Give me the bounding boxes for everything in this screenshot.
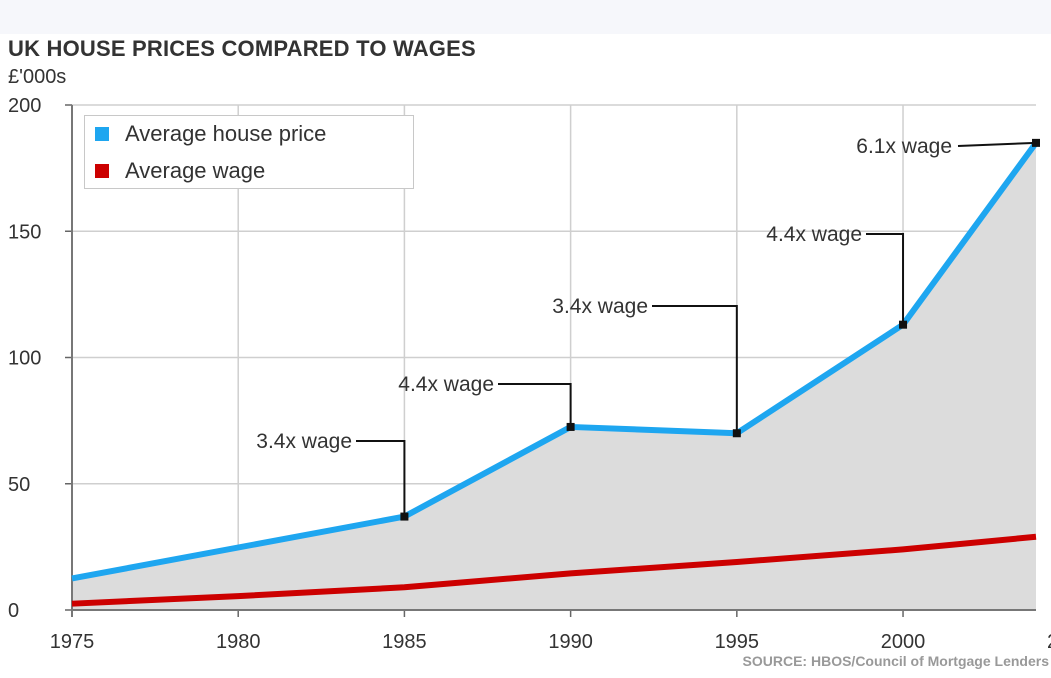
legend-swatch-wage [95, 164, 109, 178]
x-tick-label: 1975 [50, 631, 95, 653]
series-layer [71, 141, 1039, 607]
x-tick-label: 1985 [382, 631, 427, 653]
y-tick-label: 200 [8, 95, 41, 117]
annotation-leader [866, 233, 905, 325]
legend: Average house price Average wage [84, 115, 414, 189]
annotation-leader [957, 141, 1037, 147]
legend-item-house-price: Average house price [95, 121, 326, 147]
annotation-label: 4.4x wage [766, 223, 862, 246]
annotation-label: 3.4x wage [552, 295, 648, 318]
annotation-label: 6.1x wage [856, 135, 952, 158]
annotation-label: 4.4x wage [398, 373, 494, 396]
x-tick-label: 1990 [548, 631, 593, 653]
source-note: SOURCE: HBOS/Council of Mortgage Lenders [742, 653, 1049, 669]
fill-layer [72, 142, 1036, 610]
y-tick-label: 100 [8, 348, 41, 370]
y-tick-label: 0 [8, 600, 19, 622]
legend-swatch-house-price [95, 127, 109, 141]
annotation-layer: 3.4x wage 4.4x wage 3.4x wage 4.4x wage 6.1x… [256, 135, 1040, 521]
house-price-line [71, 141, 1039, 582]
x-tick-label: 2000 [881, 631, 926, 653]
legend-item-wage: Average wage [95, 158, 265, 184]
legend-label-house-price: Average house price [125, 121, 327, 146]
axis-layer [65, 104, 1036, 617]
top-band [0, 0, 1051, 34]
y-tick-label: 50 [8, 474, 30, 496]
legend-label-wage: Average wage [125, 158, 266, 183]
annotation-leader [652, 305, 738, 434]
house-price-area [72, 142, 1036, 610]
y-tick-label: 150 [8, 221, 41, 243]
x-tick-label: 1980 [216, 631, 261, 653]
annotation-label: 3.4x wage [256, 430, 352, 453]
x-tick-label: 2005 [1047, 631, 1051, 653]
chart-title: UK HOUSE PRICES COMPARED TO WAGES [8, 36, 476, 61]
annotation-leader [356, 440, 406, 517]
tick-layer: 0 50 100 150 200 1975 1980 1985 1990 1995 2000 2005 [8, 95, 1051, 653]
x-tick-label: 1995 [715, 631, 760, 653]
annotation-leader [498, 383, 572, 427]
wage-line [71, 533, 1037, 607]
y-axis-unit-label: £'000s [8, 66, 67, 88]
